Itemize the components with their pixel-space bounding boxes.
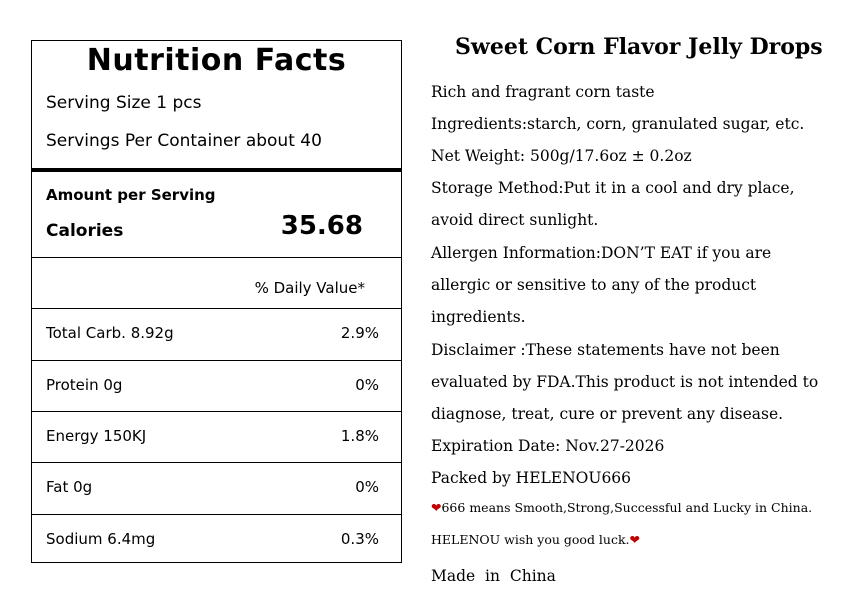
info-line: Storage Method:Put it in a cool and dry … [431, 179, 795, 197]
nutrient-row-energy: Energy 150KJ 1.8% [32, 412, 401, 463]
made-in: Made in China [431, 567, 556, 585]
calories-value: 35.68 [280, 211, 363, 241]
nutrient-percent: 0.3% [340, 530, 379, 548]
nutrition-facts-panel: Nutrition Facts Serving Size 1 pcs Servi… [31, 40, 402, 563]
divider [32, 411, 401, 412]
info-line: Ingredients:starch, corn, granulated sug… [431, 115, 805, 133]
heart-icon: ❤ [629, 532, 641, 547]
good-luck-text: HELENOU wish you good luck. [431, 532, 630, 547]
good-luck-line: HELENOU wish you good luck.❤ [431, 532, 640, 547]
info-line: Net Weight: 500g/17.6oz ± 0.2oz [431, 147, 692, 165]
nutrient-percent: 0% [355, 376, 379, 394]
info-line: avoid direct sunlight. [431, 211, 599, 229]
nutrient-label: Fat 0g [46, 478, 93, 496]
info-line: Rich and fragrant corn taste [431, 83, 655, 101]
divider [32, 257, 401, 258]
amount-per-serving: Amount per Serving [46, 186, 216, 204]
nutrient-row-protein: Protein 0g 0% [32, 361, 401, 412]
servings-per-container: Servings Per Container about 40 [46, 131, 322, 151]
divider [32, 360, 401, 361]
nutrient-label: Protein 0g [46, 376, 123, 394]
nutrient-row-fat: Fat 0g 0% [32, 463, 401, 514]
info-line: Allergen Information:DON’T EAT if you ar… [431, 244, 772, 262]
nutrient-label: Sodium 6.4mg [46, 530, 156, 548]
info-line: evaluated by FDA.This product is not int… [431, 373, 819, 391]
serving-size: Serving Size 1 pcs [46, 93, 202, 113]
info-line: Disclaimer :These statements have not be… [431, 341, 780, 359]
calories-label: Calories [46, 221, 124, 241]
nutrient-label: Energy 150KJ [46, 427, 147, 445]
divider [32, 462, 401, 463]
info-line: diagnose, treat, cure or prevent any dis… [431, 405, 784, 423]
heart-icon: ❤ [431, 500, 442, 515]
nutrient-label: Total Carb. 8.92g [46, 324, 174, 342]
nutrient-percent: 0% [355, 478, 379, 496]
nutrient-percent: 1.8% [340, 427, 379, 445]
info-line: allergic or sensitive to any of the prod… [431, 276, 757, 294]
divider [32, 514, 401, 515]
nutrient-row-total-carb: Total Carb. 8.92g 2.9% [32, 309, 401, 360]
nutrient-percent: 2.9% [340, 324, 379, 342]
info-line: ingredients. [431, 308, 526, 326]
luck-note-text: 666 means Smooth,Strong,Successful and L… [441, 500, 813, 515]
info-line: Expiration Date: Nov.27-2026 [431, 437, 665, 455]
info-line: Packed by HELENOU666 [431, 469, 632, 487]
nutrition-title: Nutrition Facts [86, 43, 347, 78]
nutrient-row-sodium: Sodium 6.4mg 0.3% [32, 515, 401, 566]
thick-divider [32, 168, 401, 172]
luck-note-line: ❤666 means Smooth,Strong,Successful and … [431, 500, 812, 515]
divider [32, 308, 401, 309]
daily-value-header: % Daily Value* [254, 279, 365, 297]
product-title: Sweet Corn Flavor Jelly Drops [455, 34, 823, 60]
